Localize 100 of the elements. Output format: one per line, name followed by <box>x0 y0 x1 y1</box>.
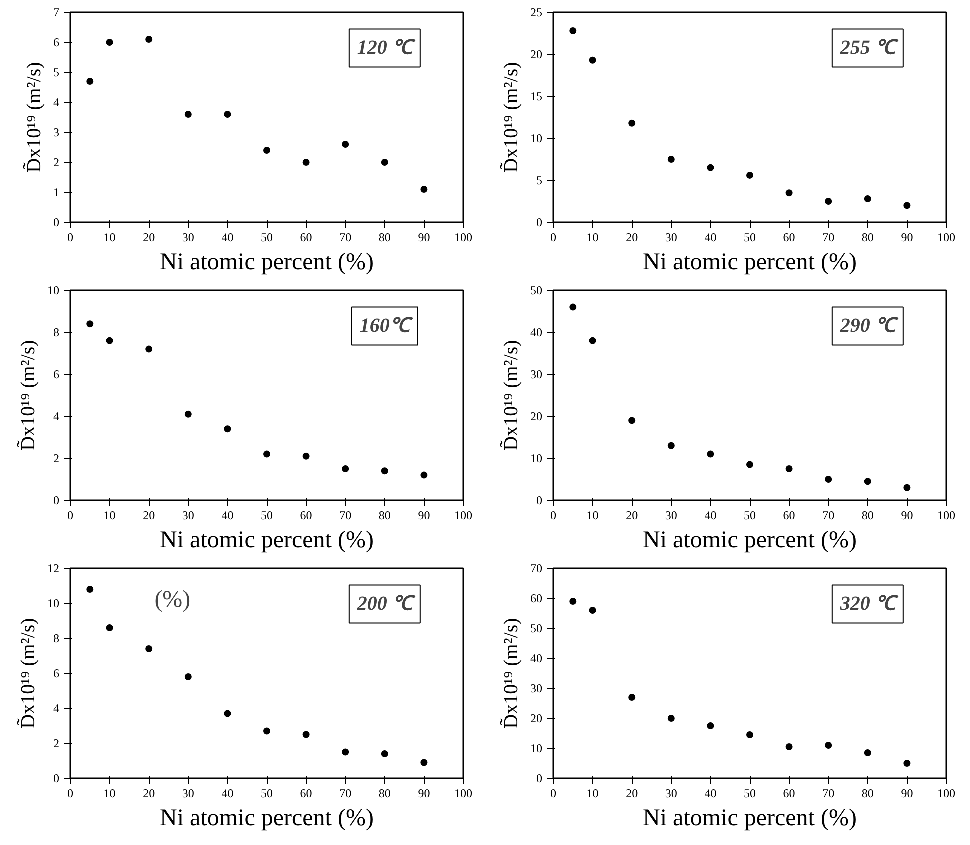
y-tick-label: 50 <box>530 284 542 298</box>
x-tick-label: 30 <box>665 230 678 244</box>
x-tick-label: 100 <box>454 508 472 522</box>
y-tick-label: 8 <box>54 632 60 646</box>
y-tick-label: 50 <box>530 622 542 636</box>
x-tick-label: 10 <box>104 508 116 522</box>
x-tick-label: 70 <box>822 508 835 522</box>
x-tick-label: 10 <box>586 508 599 522</box>
x-tick-label: 70 <box>340 508 352 522</box>
x-tick-label: 70 <box>340 786 352 800</box>
y-tick-label: 5 <box>536 174 542 188</box>
y-tick-label: 0 <box>54 494 60 508</box>
annotation: 120 ℃ <box>357 37 416 60</box>
y-tick-label: 10 <box>48 596 60 610</box>
x-tick-label: 100 <box>938 508 956 522</box>
x-tick-label: 0 <box>68 508 74 522</box>
y-tick-label: 60 <box>530 592 542 606</box>
x-tick-label: 60 <box>783 508 796 522</box>
x-tick-label: 30 <box>182 230 194 244</box>
y-tick-label: 1 <box>54 186 60 200</box>
x-tick-label: 40 <box>222 230 234 244</box>
y-tick-label: 4 <box>54 410 60 424</box>
x-tick-label: 90 <box>418 230 430 244</box>
x-tick-label: 40 <box>704 508 717 522</box>
x-axis-title: Ni atomic percent (%) <box>160 806 374 832</box>
x-tick-label: 80 <box>378 508 391 522</box>
x-tick-label: 20 <box>143 786 156 800</box>
y-tick-label: 7 <box>54 6 60 20</box>
y-tick-label: 3 <box>54 126 60 140</box>
x-tick-label: 40 <box>704 786 717 800</box>
y-tick-label: 4 <box>54 96 60 110</box>
y-tick-label: 4 <box>54 702 60 716</box>
y-tick-label: 10 <box>48 284 60 298</box>
x-tick-label: 20 <box>626 508 638 522</box>
x-tick-label: 10 <box>586 786 599 800</box>
y-tick-label: 20 <box>530 48 542 62</box>
x-axis-title: Ni atomic percent (%) <box>643 528 857 554</box>
x-tick-label: 20 <box>626 786 638 800</box>
y-tick-label: 30 <box>530 682 542 696</box>
y-tick-label: 30 <box>530 368 542 382</box>
y-axis-title: D̃x10¹⁹ (m²/s) <box>500 340 522 451</box>
annotation: 255 ℃ <box>839 37 900 60</box>
annotation: 290 ℃ <box>839 315 900 338</box>
x-axis-title: Ni atomic percent (%) <box>643 806 857 832</box>
x-tick-label: 60 <box>783 786 796 800</box>
y-tick-label: 0 <box>54 772 60 786</box>
x-tick-label: 30 <box>182 508 194 522</box>
y-tick-label: 2 <box>54 452 60 466</box>
y-tick-label: 2 <box>54 736 60 750</box>
x-tick-label: 80 <box>862 508 874 522</box>
x-tick-label: 70 <box>822 230 835 244</box>
x-tick-label: 30 <box>182 786 194 800</box>
x-tick-label: 100 <box>454 786 472 800</box>
x-axis-title: Ni atomic percent (%) <box>160 250 374 276</box>
y-axis-title: D̃x10¹⁹ (m²/s) <box>16 618 40 729</box>
x-tick-label: 80 <box>862 230 874 244</box>
y-tick-label: 2 <box>54 156 60 170</box>
y-tick-label: 8 <box>54 326 60 340</box>
y-tick-label: 40 <box>530 326 542 340</box>
y-tick-label: 6 <box>54 666 60 680</box>
x-tick-label: 20 <box>143 230 156 244</box>
x-tick-label: 80 <box>378 230 391 244</box>
x-tick-label: 40 <box>222 786 234 800</box>
y-tick-label: 5 <box>54 66 60 80</box>
y-tick-label: 10 <box>530 132 542 146</box>
y-tick-label: 20 <box>530 410 542 424</box>
y-tick-label: 0 <box>54 216 60 230</box>
x-tick-label: 0 <box>550 786 556 800</box>
y-axis-title: D̃x10¹⁹ (m²/s) <box>500 618 522 729</box>
y-tick-label: 20 <box>530 712 542 726</box>
annotation: 200 ℃ <box>356 593 416 616</box>
x-tick-label: 10 <box>586 230 599 244</box>
x-axis-title: Ni atomic percent (%) <box>643 250 857 276</box>
y-tick-label: 12 <box>48 562 60 576</box>
x-tick-label: 0 <box>68 786 74 800</box>
x-axis-title: Ni atomic percent (%) <box>160 528 374 554</box>
y-axis-title: D̃x10¹⁹ (m²/s) <box>16 340 40 451</box>
x-tick-label: 90 <box>418 786 430 800</box>
x-tick-label: 70 <box>340 230 352 244</box>
x-tick-label: 0 <box>68 230 74 244</box>
annotation: 320 ℃ <box>839 593 900 616</box>
x-tick-label: 80 <box>378 786 391 800</box>
x-tick-label: 10 <box>104 786 116 800</box>
x-tick-label: 80 <box>862 786 874 800</box>
x-tick-label: 60 <box>300 508 312 522</box>
y-tick-label: 6 <box>54 368 60 382</box>
y-tick-label: 25 <box>530 6 542 20</box>
x-tick-label: 100 <box>938 230 956 244</box>
x-tick-label: 90 <box>901 786 914 800</box>
x-tick-label: 60 <box>300 230 312 244</box>
x-tick-label: 50 <box>261 786 273 800</box>
x-tick-label: 50 <box>261 230 273 244</box>
y-tick-label: 15 <box>530 90 542 104</box>
x-tick-label: 90 <box>901 508 914 522</box>
x-tick-label: 20 <box>143 508 156 522</box>
x-tick-label: 100 <box>938 786 956 800</box>
annotation: (%) <box>154 587 191 613</box>
y-tick-label: 0 <box>536 216 542 230</box>
y-axis-title: D̃x10¹⁹ (m²/s) <box>22 62 46 173</box>
x-tick-label: 60 <box>783 230 796 244</box>
